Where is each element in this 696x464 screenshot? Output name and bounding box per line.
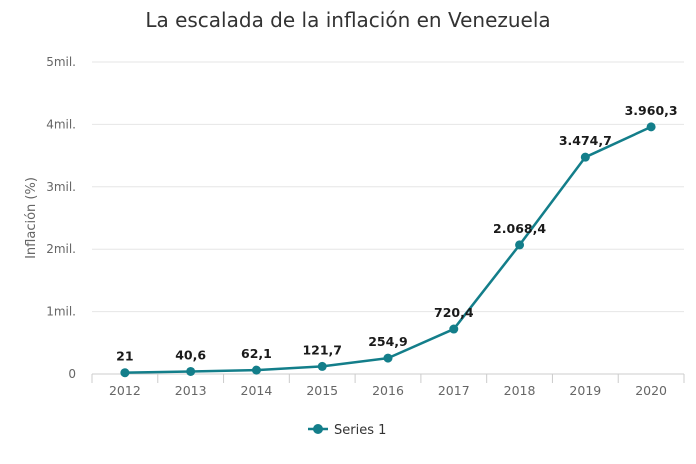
data-point (646, 122, 656, 132)
y-tick-label: 4mil. (46, 117, 76, 131)
y-tick-label: 1mil. (46, 305, 76, 319)
data-point (186, 366, 196, 376)
data-labels: 21 40,6 62,1 121,7 254,9 720,4 2.068,4 3.474,7 3… (116, 103, 677, 364)
legend[interactable]: Series 1 (308, 423, 386, 438)
series-1 (120, 122, 656, 378)
data-point (251, 365, 261, 375)
y-axis-label: Inflación (%) (24, 177, 39, 259)
y-tick-label: 3mil. (46, 180, 76, 194)
chart-title: La escalada de la inflación en Venezuela (145, 8, 550, 32)
data-label: 62,1 (241, 346, 272, 361)
data-point (515, 240, 525, 250)
gridlines (92, 61, 684, 313)
legend-marker-icon (313, 424, 323, 434)
data-point (580, 152, 590, 162)
data-label: 254,9 (368, 334, 408, 349)
legend-series-1[interactable]: Series 1 (334, 423, 386, 438)
x-tick-label: 2013 (175, 383, 207, 398)
data-point (317, 361, 327, 371)
y-tick-label: 5mil. (46, 55, 76, 69)
x-tick-label: 2015 (306, 383, 338, 398)
data-label: 720,4 (434, 305, 474, 320)
x-tick-label: 2016 (372, 383, 404, 398)
data-label: 121,7 (302, 342, 342, 357)
data-label: 40,6 (175, 347, 206, 362)
y-tick-label: 0 (68, 367, 76, 381)
data-point (449, 324, 459, 334)
y-tick-label: 2mil. (46, 242, 76, 256)
data-point (383, 353, 393, 363)
x-tick-label: 2018 (504, 383, 536, 398)
x-tick-label: 2020 (635, 383, 667, 398)
x-tick-label: 2014 (241, 383, 273, 398)
data-label: 3.474,7 (559, 133, 612, 148)
data-point (120, 368, 130, 378)
y-axis-ticks: 0 1mil. 2mil. 3mil. 4mil. 5mil. (46, 55, 76, 381)
x-axis: 2012 2013 2014 2015 2016 2017 2018 2019 2020 (91, 373, 685, 398)
data-label: 2.068,4 (493, 221, 546, 236)
x-tick-label: 2017 (438, 383, 470, 398)
data-label: 3.960,3 (625, 103, 678, 118)
data-label: 21 (116, 349, 133, 364)
x-tick-label: 2012 (109, 383, 141, 398)
x-tick-label: 2019 (569, 383, 601, 398)
